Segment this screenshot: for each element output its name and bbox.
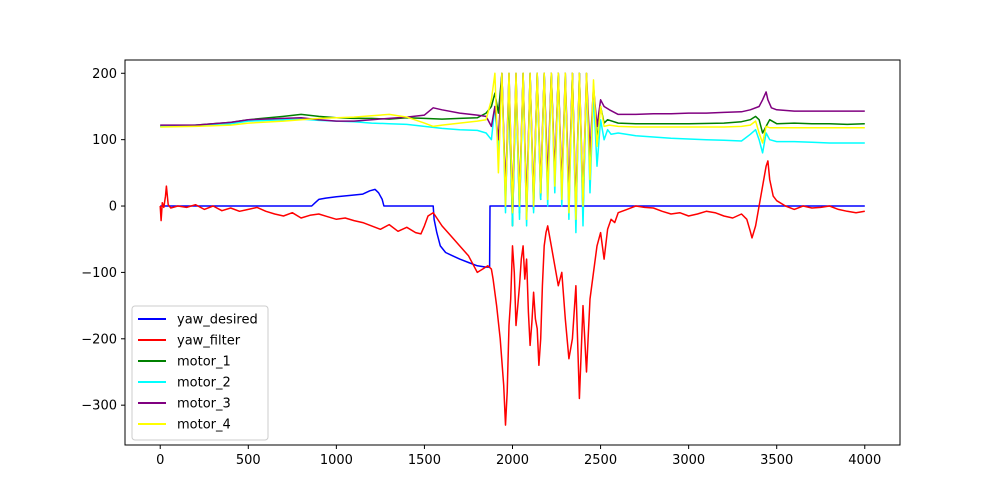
legend-label-yaw-desired: yaw_desired bbox=[177, 313, 258, 328]
legend-label-motor-1: motor_1 bbox=[177, 355, 231, 370]
series-line-motor-4 bbox=[160, 72, 865, 221]
legend-label-motor-2: motor_2 bbox=[177, 376, 231, 391]
x-tick-label: 4000 bbox=[848, 453, 881, 468]
x-tick-label: 2500 bbox=[584, 453, 617, 468]
legend-label-motor-4: motor_4 bbox=[177, 418, 231, 433]
y-tick-label: 0 bbox=[109, 200, 117, 215]
x-tick-label: 1500 bbox=[408, 453, 441, 468]
x-axis: 0 500 1000 1500 2000 2500 3000 3500 4000 bbox=[156, 445, 881, 468]
y-tick-label: −200 bbox=[81, 332, 117, 347]
series-line-yaw-filter bbox=[159, 160, 865, 426]
series-line-yaw-desired bbox=[160, 188, 865, 268]
legend: yaw_desired yaw_filter motor_1 motor_2motor… bbox=[131, 305, 269, 441]
series-layer bbox=[159, 72, 865, 426]
x-tick-label: 500 bbox=[236, 453, 261, 468]
y-tick-label: −300 bbox=[81, 399, 117, 414]
x-tick-label: 3500 bbox=[760, 453, 793, 468]
y-tick-label: 200 bbox=[92, 67, 117, 82]
y-tick-label: −100 bbox=[81, 266, 117, 281]
x-tick-label: 2000 bbox=[496, 453, 529, 468]
y-tick-label: 100 bbox=[92, 133, 117, 148]
x-tick-label: 1000 bbox=[320, 453, 353, 468]
x-tick-label: 0 bbox=[156, 453, 164, 468]
legend-label-yaw-filter: yaw_filter bbox=[177, 334, 241, 349]
legend-label-motor-3: motor_3 bbox=[177, 397, 231, 412]
x-tick-label: 3000 bbox=[672, 453, 705, 468]
y-axis: −300 −200 −100 0 100 200 bbox=[81, 67, 125, 414]
